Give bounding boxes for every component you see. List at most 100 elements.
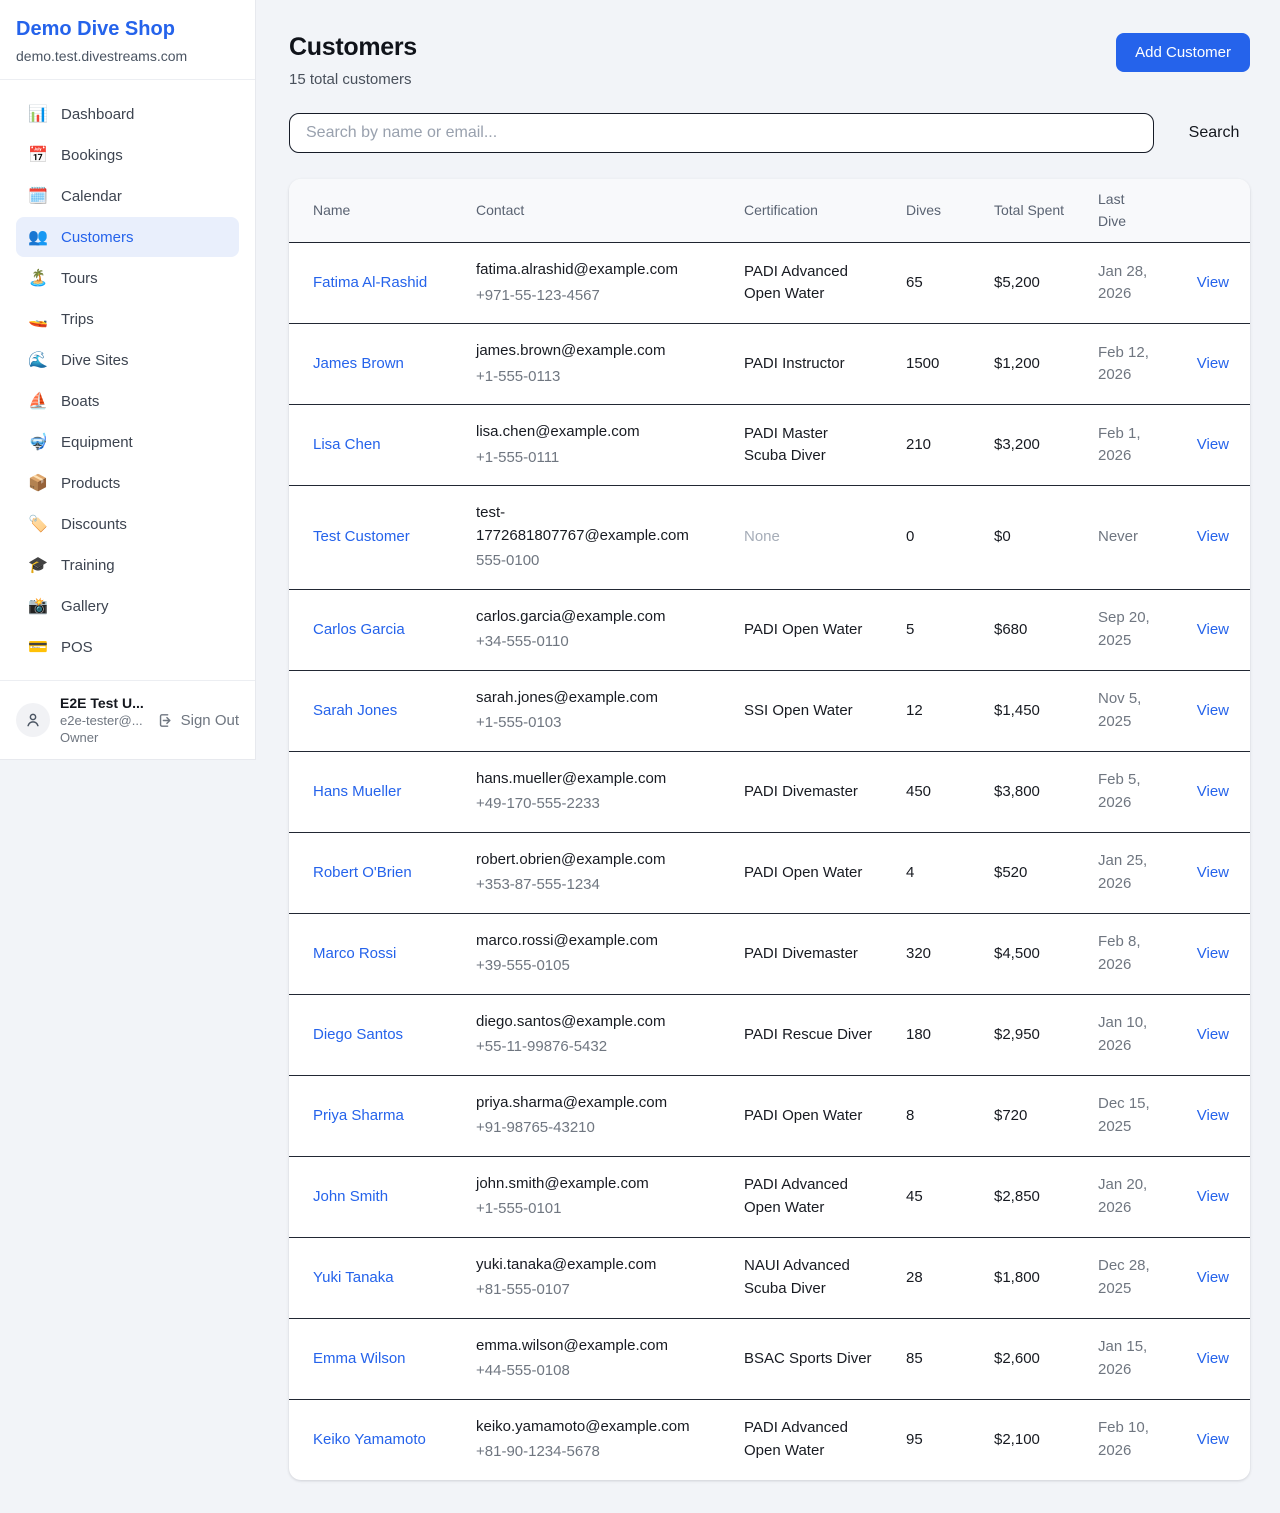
- view-link[interactable]: View: [1196, 436, 1229, 454]
- view-link[interactable]: View: [1196, 1025, 1229, 1043]
- customer-total-spent: $2,850: [978, 1156, 1082, 1238]
- sidebar-item-products[interactable]: 📦 Products: [16, 463, 239, 503]
- customer-email: test-1772681807767@example.com: [476, 504, 689, 544]
- customer-name-link[interactable]: Test Customer: [313, 528, 410, 546]
- customer-email: robert.obrien@example.com: [476, 850, 666, 868]
- customer-total-spent: $680: [978, 589, 1082, 671]
- table-header: Name Contact Certification Dives Total S…: [289, 179, 1250, 244]
- search-button[interactable]: Search: [1178, 124, 1250, 142]
- customer-name-link[interactable]: Fatima Al-Rashid: [313, 274, 428, 292]
- customer-name-link[interactable]: Marco Rossi: [313, 944, 397, 962]
- table-row: Sarah Jones sarah.jones@example.com +1-5…: [289, 670, 1250, 752]
- sidebar-item-discounts[interactable]: 🏷️ Discounts: [16, 504, 239, 544]
- price-tag-icon: 🏷️: [28, 516, 48, 533]
- table-row: Test Customer test-1772681807767@example…: [289, 485, 1250, 590]
- customer-dives: 85: [890, 1318, 978, 1400]
- col-contact: Contact: [460, 179, 728, 244]
- customer-certification: PADI Master Scuba Diver: [728, 404, 890, 487]
- customer-phone: +353-87-555-1234: [476, 876, 600, 894]
- view-link[interactable]: View: [1196, 1106, 1229, 1124]
- sidebar-item-training[interactable]: 🎓 Training: [16, 545, 239, 585]
- sidebar-item-trips[interactable]: 🚤 Trips: [16, 299, 239, 339]
- user-email: e2e-tester@...: [60, 713, 143, 728]
- customer-certification: PADI Advanced Open Water: [728, 242, 890, 325]
- search-input[interactable]: [289, 113, 1154, 153]
- sidebar-item-pos[interactable]: 💳 POS: [16, 627, 239, 667]
- view-link[interactable]: View: [1196, 355, 1229, 373]
- view-link[interactable]: View: [1196, 863, 1229, 881]
- customer-name-link[interactable]: Carlos Garcia: [313, 620, 405, 638]
- customer-email: lisa.chen@example.com: [476, 423, 640, 441]
- customer-phone: +49-170-555-2233: [476, 795, 600, 813]
- table-row: Yuki Tanaka yuki.tanaka@example.com +81-…: [289, 1237, 1250, 1319]
- view-link[interactable]: View: [1196, 944, 1229, 962]
- customer-name-link[interactable]: Sarah Jones: [313, 701, 398, 719]
- customer-last-dive: Jan 28, 2026: [1082, 242, 1166, 325]
- sidebar-item-calendar[interactable]: 🗓️ Calendar: [16, 176, 239, 216]
- table-row: Carlos Garcia carlos.garcia@example.com …: [289, 589, 1250, 671]
- sidebar-item-boats[interactable]: ⛵ Boats: [16, 381, 239, 421]
- sign-out-button[interactable]: Sign Out: [157, 712, 239, 729]
- customer-name-link[interactable]: Lisa Chen: [313, 436, 381, 454]
- sidebar-item-equipment[interactable]: 🤿 Equipment: [16, 422, 239, 462]
- customer-name-link[interactable]: Keiko Yamamoto: [313, 1430, 426, 1448]
- customer-certification: BSAC Sports Diver: [728, 1318, 890, 1400]
- view-link[interactable]: View: [1196, 528, 1229, 546]
- customer-certification: None: [728, 485, 890, 590]
- customer-name-link[interactable]: Hans Mueller: [313, 782, 402, 800]
- view-link[interactable]: View: [1196, 1268, 1229, 1286]
- col-actions: [1166, 179, 1250, 244]
- sidebar-item-gallery[interactable]: 📸 Gallery: [16, 586, 239, 626]
- customer-phone: +81-90-1234-5678: [476, 1443, 600, 1461]
- customer-phone: +81-555-0107: [476, 1281, 570, 1299]
- customer-name-link[interactable]: Robert O'Brien: [313, 863, 412, 881]
- sidebar-item-tours[interactable]: 🏝️ Tours: [16, 258, 239, 298]
- customer-total-spent: $5,200: [978, 242, 1082, 325]
- view-link[interactable]: View: [1196, 620, 1229, 638]
- sidebar-item-label: Customers: [61, 228, 134, 246]
- customer-name-link[interactable]: James Brown: [313, 355, 404, 373]
- view-link[interactable]: View: [1196, 274, 1229, 292]
- sidebar: Demo Dive Shop demo.test.divestreams.com…: [0, 0, 256, 760]
- shop-domain: demo.test.divestreams.com: [16, 48, 188, 64]
- view-link[interactable]: View: [1196, 1349, 1229, 1367]
- customer-name-link[interactable]: John Smith: [313, 1187, 389, 1205]
- view-link[interactable]: View: [1196, 1430, 1229, 1448]
- customer-phone: +1-555-0111: [476, 448, 560, 466]
- customer-email: carlos.garcia@example.com: [476, 607, 666, 625]
- customer-name-link[interactable]: Emma Wilson: [313, 1349, 406, 1367]
- customer-email: fatima.alrashid@example.com: [476, 261, 678, 279]
- customer-certification: PADI Divemaster: [728, 751, 890, 833]
- customer-name-link[interactable]: Priya Sharma: [313, 1106, 404, 1124]
- sidebar-item-customers[interactable]: 👥 Customers: [16, 217, 239, 257]
- customer-dives: 0: [890, 485, 978, 590]
- sidebar-item-label: Bookings: [61, 146, 123, 164]
- col-dives: Dives: [890, 179, 978, 244]
- customer-email: sarah.jones@example.com: [476, 688, 658, 706]
- calendar-icon: 📅: [28, 147, 48, 164]
- customer-name-link[interactable]: Diego Santos: [313, 1025, 404, 1043]
- page-header: Customers 15 total customers Add Custome…: [289, 33, 1250, 88]
- user-role: Owner: [60, 730, 99, 745]
- sidebar-item-label: POS: [61, 638, 93, 656]
- customer-last-dive: Dec 28, 2025: [1082, 1237, 1166, 1319]
- table-row: John Smith john.smith@example.com +1-555…: [289, 1156, 1250, 1238]
- customers-table: Name Contact Certification Dives Total S…: [289, 179, 1250, 1480]
- customer-certification: SSI Open Water: [728, 670, 890, 752]
- sign-out-label: Sign Out: [180, 711, 239, 729]
- sidebar-item-dashboard[interactable]: 📊 Dashboard: [16, 94, 239, 134]
- view-link[interactable]: View: [1196, 782, 1229, 800]
- island-icon: 🏝️: [28, 270, 48, 287]
- view-link[interactable]: View: [1196, 1187, 1229, 1205]
- customer-phone: 555-0100: [476, 552, 540, 570]
- add-customer-button[interactable]: Add Customer: [1116, 33, 1250, 72]
- diving-mask-icon: 🤿: [28, 434, 48, 451]
- customer-dives: 28: [890, 1237, 978, 1319]
- view-link[interactable]: View: [1196, 701, 1229, 719]
- customer-name-link[interactable]: Yuki Tanaka: [313, 1268, 394, 1286]
- sidebar-item-bookings[interactable]: 📅 Bookings: [16, 135, 239, 175]
- sidebar-item-dive-sites[interactable]: 🌊 Dive Sites: [16, 340, 239, 380]
- shop-name: Demo Dive Shop: [16, 18, 175, 40]
- customer-phone: +91-98765-43210: [476, 1119, 595, 1137]
- sidebar-item-label: Trips: [61, 310, 94, 328]
